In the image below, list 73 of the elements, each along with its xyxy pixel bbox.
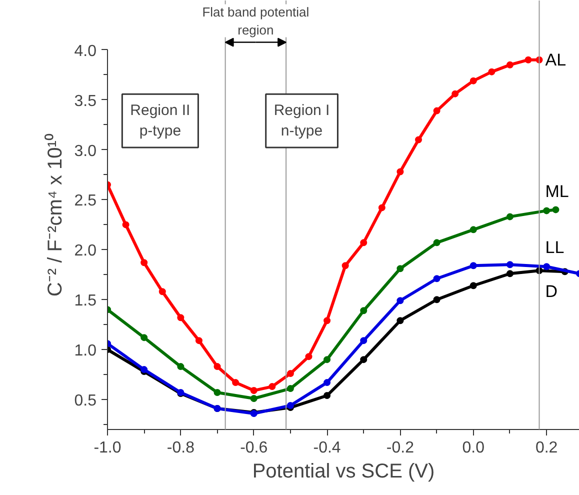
point (195, 337, 202, 344)
point (305, 353, 312, 360)
point (360, 307, 368, 314)
point (268, 383, 276, 390)
x-tick-label: 0.0 (462, 440, 485, 456)
y-tick-label: 1.5 (74, 292, 97, 310)
point (506, 213, 514, 220)
point (324, 317, 331, 324)
point (214, 363, 221, 370)
point (470, 282, 477, 290)
series-label: D (545, 282, 558, 302)
point (470, 77, 477, 84)
point (506, 261, 514, 268)
point (452, 90, 459, 98)
y-tick-label: 3.0 (74, 142, 97, 160)
point (360, 337, 368, 344)
point (543, 263, 550, 270)
point (286, 370, 294, 378)
series-label: ML (545, 182, 569, 202)
series-label: AL (545, 50, 566, 70)
y-tick-label: 3.5 (74, 92, 97, 110)
point (122, 221, 130, 228)
y-tick-label: 1.0 (74, 342, 97, 360)
point (488, 68, 496, 76)
y-tick-label: 0.5 (74, 392, 97, 410)
point (396, 317, 404, 324)
x-tick-label: -0.8 (166, 440, 195, 456)
point (396, 265, 404, 272)
point (177, 363, 184, 370)
point (360, 239, 368, 246)
point (324, 392, 331, 400)
point (324, 356, 331, 364)
x-axis-title: Potential vs SCE (V) (252, 460, 435, 482)
point (378, 204, 386, 212)
point (158, 288, 166, 296)
point (140, 259, 148, 266)
y-axis-title: C⁻² / F⁻²cm⁴ x 10¹⁰ (43, 134, 66, 296)
point (177, 314, 184, 322)
point (552, 206, 560, 214)
point (250, 387, 258, 394)
x-tick-label: 0.2 (535, 440, 558, 456)
point (324, 379, 331, 386)
point (232, 379, 240, 386)
annotation: Region I n-type (274, 102, 330, 140)
point (506, 61, 514, 68)
x-tick-label: -0.6 (240, 440, 268, 456)
y-tick-label: 2.5 (74, 192, 97, 210)
point (470, 226, 477, 234)
point (433, 296, 440, 304)
point (286, 385, 294, 392)
point (543, 207, 550, 214)
y-tick-label: 2.0 (74, 242, 97, 260)
x-tick-label: -1.0 (94, 440, 122, 456)
point (342, 262, 349, 270)
point (433, 239, 440, 246)
point (524, 56, 532, 64)
point (470, 262, 477, 270)
point (360, 356, 368, 364)
point (415, 136, 422, 144)
point (433, 107, 440, 114)
x-tick-label: -0.4 (313, 440, 341, 456)
text: Flat band potential region (202, 4, 310, 38)
point (433, 275, 440, 282)
point (250, 395, 258, 402)
series-label: LL (545, 238, 564, 258)
point (214, 389, 221, 396)
x-tick-label: -0.2 (386, 440, 414, 456)
point (506, 270, 514, 278)
point (396, 297, 404, 304)
annotation: Region II p-type (130, 102, 190, 140)
point (140, 334, 148, 342)
point (396, 168, 404, 176)
y-tick-label: 4.0 (74, 42, 97, 60)
